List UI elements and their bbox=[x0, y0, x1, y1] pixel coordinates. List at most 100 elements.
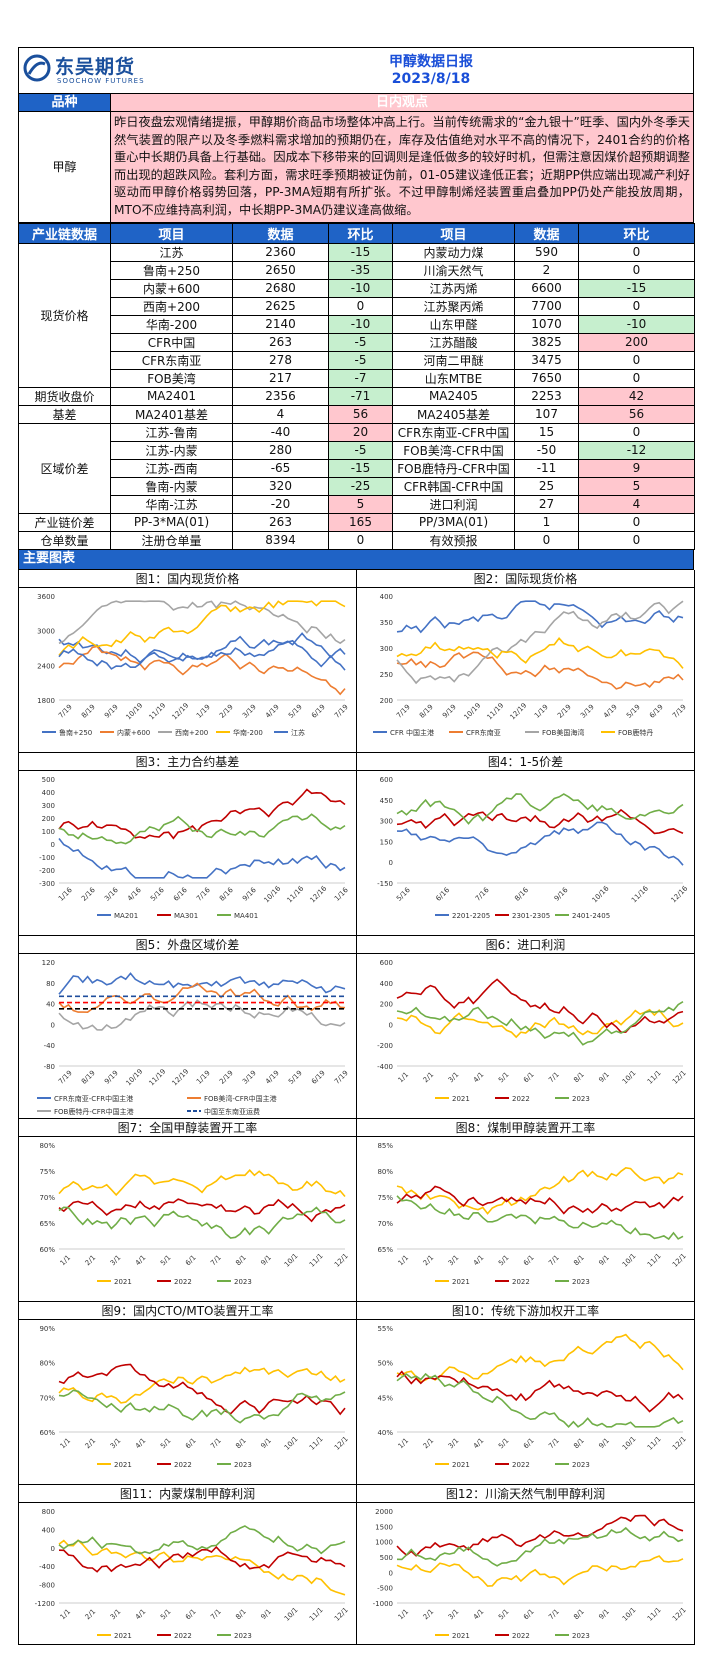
x-tick-label: 5/1 bbox=[159, 1253, 173, 1267]
y-tick-label: 500 bbox=[380, 1554, 393, 1562]
legend-label: 2023 bbox=[234, 1632, 252, 1640]
table-cell: 107 bbox=[514, 404, 579, 424]
x-tick-label: 6/19 bbox=[310, 1069, 327, 1086]
x-tick-label: 5/19 bbox=[625, 703, 642, 720]
table-cell: 川渝天然气 bbox=[392, 260, 515, 280]
charts-grid: 图1：国内现货价格 3600 3000 2400 1800 7/19 8/19 9/19 10/… bbox=[18, 569, 695, 1645]
x-tick-label: 8/19 bbox=[418, 703, 435, 720]
table-cell: 0 bbox=[514, 530, 579, 550]
legend-label: 中国至东南亚运费 bbox=[204, 1107, 260, 1116]
table-cell: 280 bbox=[232, 440, 329, 460]
x-tick-label: 6/1 bbox=[522, 1070, 536, 1084]
chart-title: 图4：1-5价差 bbox=[357, 753, 694, 771]
table-cell: -25 bbox=[328, 476, 393, 496]
x-tick-label: 6/16 bbox=[434, 885, 451, 902]
table-cell: 56 bbox=[578, 404, 695, 424]
table-cell: 5 bbox=[328, 494, 393, 514]
chart-panel: 图1：国内现货价格 3600 3000 2400 1800 7/19 8/19 9/19 10/… bbox=[19, 569, 357, 753]
chart-title: 图11：内蒙煤制甲醇利润 bbox=[19, 1485, 356, 1503]
legend-label: 华南-200 bbox=[233, 728, 263, 737]
series-line bbox=[396, 599, 684, 633]
legend-label: MA301 bbox=[174, 912, 198, 920]
table-cell: 0 bbox=[578, 260, 695, 280]
table-cell: 5 bbox=[578, 476, 695, 496]
chart-title: 图1：国内现货价格 bbox=[19, 570, 356, 588]
series-line bbox=[396, 792, 684, 825]
x-tick-label: 12/1 bbox=[671, 1606, 688, 1623]
y-tick-label: 75% bbox=[377, 1194, 393, 1202]
x-tick-label: 9/1 bbox=[597, 1253, 611, 1267]
x-tick-label: 6/1 bbox=[522, 1253, 536, 1267]
legend-label: 2023 bbox=[572, 1095, 590, 1103]
x-tick-label: 4/19 bbox=[264, 703, 281, 720]
table-cell: 江苏-内蒙 bbox=[110, 440, 233, 460]
y-tick-label: 65% bbox=[377, 1246, 393, 1254]
table-cell: 进口利润 bbox=[392, 494, 515, 514]
table-cell: 4 bbox=[578, 494, 695, 514]
x-tick-label: 2/19 bbox=[218, 703, 235, 720]
chart-title: 图10：传统下游加权开工率 bbox=[357, 1302, 694, 1320]
chart-panel: 图7：全国甲醇装置开工率 80% 75% 70% 65% 60% 1/1 2/1 3/1 4/1 5… bbox=[19, 1118, 357, 1302]
table-cell: 2253 bbox=[514, 386, 579, 406]
y-tick-label: 80% bbox=[377, 1168, 393, 1176]
table-row: 仓单数量 注册仓单量 8394 0 有效预报 0 0 bbox=[18, 530, 695, 550]
chart-panel: 图9：国内CTO/MTO装置开工率 90% 80% 70% 60% 1/1 2/1 3/1 4/… bbox=[19, 1301, 357, 1485]
x-tick-label: 5/1 bbox=[497, 1436, 511, 1450]
table-cell: 25 bbox=[514, 476, 579, 496]
y-tick-label: 80% bbox=[39, 1142, 55, 1150]
x-tick-label: 1/19 bbox=[195, 1069, 212, 1086]
x-tick-label: 7/19 bbox=[671, 703, 688, 720]
group-label: 期货收盘价 bbox=[18, 386, 111, 406]
table-body: 现货价格 江苏 2360 -15 内蒙动力煤 590 0 鲁南+250 2650 -35 川渝天然气… bbox=[18, 242, 695, 550]
legend-label: FOB美湾-CFR中国主港 bbox=[204, 1094, 277, 1103]
x-tick-label: 12/1 bbox=[671, 1435, 688, 1452]
x-tick-label: 3/1 bbox=[109, 1253, 123, 1267]
table-row: 华南-200 2140 -10 山东甲醛 1070 -10 bbox=[19, 314, 695, 334]
x-tick-label: 1/1 bbox=[397, 1070, 411, 1084]
legend-label: 2021 bbox=[452, 1632, 470, 1640]
legend-label: 2023 bbox=[572, 1278, 590, 1286]
y-tick-label: -40 bbox=[44, 1042, 55, 1050]
x-tick-label: 8/1 bbox=[234, 1607, 248, 1621]
x-tick-label: 1/1 bbox=[397, 1436, 411, 1450]
chart-title: 图3：主力合约基差 bbox=[19, 753, 356, 771]
legend-label: 2022 bbox=[174, 1461, 192, 1469]
chart-plot: 55% 50% 45% 40% 1/1 2/1 3/1 4/1 5/1 6/1 7/1 8/1 9/1 1… bbox=[377, 1325, 688, 1469]
x-tick-label: 6/1 bbox=[184, 1607, 198, 1621]
legend-label: MA401 bbox=[234, 912, 258, 920]
x-tick-label: 5/1 bbox=[159, 1436, 173, 1450]
series-line bbox=[58, 1197, 346, 1222]
series-line bbox=[396, 1008, 684, 1038]
x-tick-label: 10/1 bbox=[283, 1606, 300, 1623]
y-tick-label: 300 bbox=[42, 802, 55, 810]
table-cell: FOB鹿特丹-CFR中国 bbox=[392, 458, 515, 478]
series-line bbox=[58, 971, 346, 995]
x-tick-label: 11/1 bbox=[308, 1252, 325, 1269]
table-cell: -50 bbox=[514, 440, 579, 460]
x-tick-label: 9/19 bbox=[103, 703, 120, 720]
table-cell: -15 bbox=[578, 278, 695, 298]
y-tick-label: 60% bbox=[39, 1429, 55, 1437]
y-tick-label: -400 bbox=[39, 1563, 55, 1571]
y-tick-label: 60% bbox=[39, 1246, 55, 1254]
legend-label: 2023 bbox=[572, 1461, 590, 1469]
x-tick-label: 5/1 bbox=[497, 1607, 511, 1621]
chart-panel: 图8：煤制甲醇装置开工率 85% 80% 75% 70% 65% 1/1 2/1 3/1 4/1 5… bbox=[357, 1118, 695, 1302]
y-tick-label: -1200 bbox=[35, 1600, 55, 1608]
series-line bbox=[58, 837, 346, 879]
legend-label: 2022 bbox=[512, 1461, 530, 1469]
series-line bbox=[58, 981, 346, 1013]
chart-title: 图12：川渝天然气制甲醇利润 bbox=[357, 1485, 694, 1503]
y-tick-label: 65% bbox=[39, 1220, 55, 1228]
chart-title: 图7：全国甲醇装置开工率 bbox=[19, 1119, 356, 1137]
table-cell: -5 bbox=[328, 350, 393, 370]
table-row: 内蒙+600 2680 -10 江苏丙烯 6600 -15 bbox=[19, 278, 695, 298]
table-cell: 7650 bbox=[514, 368, 579, 388]
table-cell: 有效预报 bbox=[392, 530, 515, 550]
view-product: 甲醇 bbox=[19, 112, 111, 222]
table-cell: -10 bbox=[578, 314, 695, 334]
table-cell: 江苏醋酸 bbox=[392, 332, 515, 352]
series-line bbox=[58, 1168, 346, 1197]
x-tick-label: 12/16 bbox=[308, 884, 328, 904]
table-cell: -35 bbox=[328, 260, 393, 280]
